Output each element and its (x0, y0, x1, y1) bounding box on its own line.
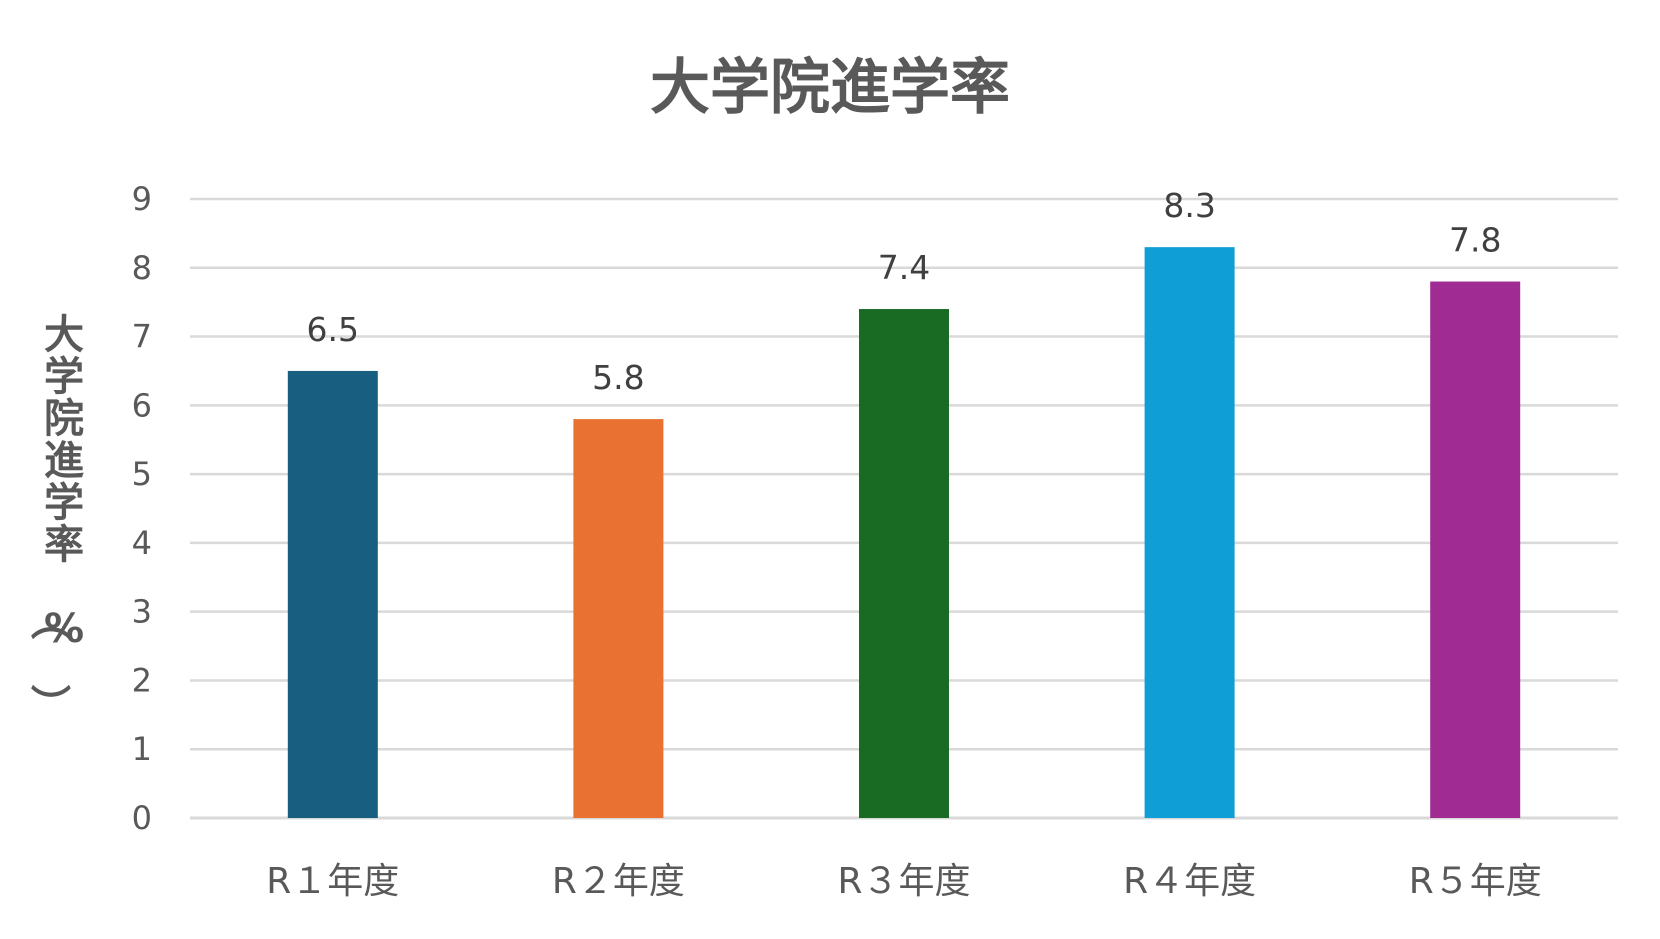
y-tick-label: 0 (132, 799, 152, 837)
y-axis-ticks: 0 1 2 3 4 5 6 7 8 9 (132, 180, 152, 837)
bar-1 (287, 370, 378, 818)
y-tick-label: 6 (132, 386, 152, 424)
bar-3 (859, 309, 949, 818)
data-label-5: 7.8 (1449, 221, 1501, 260)
data-label-3: 7.4 (878, 248, 930, 287)
y-tick-label: 5 (132, 455, 152, 493)
bar-2 (573, 419, 664, 818)
bar-4 (1144, 247, 1235, 819)
y-axis-label-text: 大学院進学率（%） (26, 312, 84, 724)
y-tick-label: 3 (132, 593, 152, 631)
y-tick-label: 7 (132, 318, 152, 356)
category-label-1: R１年度 (266, 861, 399, 902)
data-label-4: 8.3 (1163, 186, 1215, 225)
data-labels: 6.5 5.8 7.4 8.3 7.8 (307, 186, 1502, 397)
bar-5 (1430, 281, 1521, 818)
bars (287, 247, 1521, 819)
category-label-5: R５年度 (1409, 861, 1542, 902)
x-axis-category-labels: R１年度 R２年度 R３年度 R４年度 R５年度 (266, 861, 1541, 902)
y-tick-label: 8 (132, 249, 152, 287)
chart-title: 大学院進学率 (650, 53, 1010, 123)
data-label-2: 5.8 (592, 358, 644, 397)
y-tick-label: 4 (132, 524, 152, 562)
y-tick-label: 1 (132, 730, 152, 768)
y-tick-label: 2 (132, 661, 152, 699)
category-label-4: R４年度 (1123, 861, 1256, 902)
y-axis-label: 大学院進学率（%） (26, 312, 84, 724)
category-label-2: R２年度 (552, 861, 685, 902)
category-label-3: R３年度 (837, 861, 970, 902)
data-label-1: 6.5 (307, 310, 359, 349)
y-tick-label: 9 (132, 180, 152, 218)
